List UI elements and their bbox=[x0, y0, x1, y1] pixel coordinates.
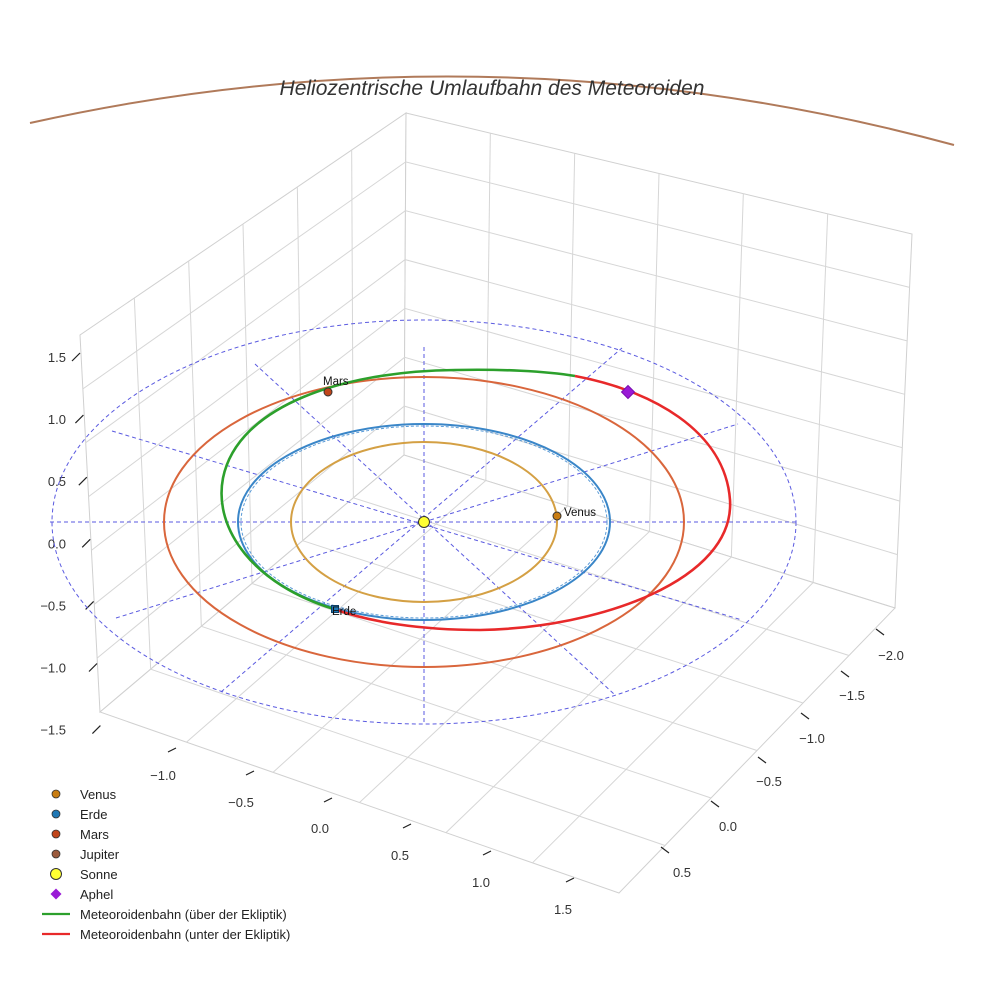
z-tick-label: −1.5 bbox=[40, 723, 66, 738]
legend-label: Jupiter bbox=[80, 847, 120, 862]
legend-marker-aphel bbox=[50, 888, 62, 900]
x-tick-label: −1.0 bbox=[150, 768, 176, 783]
y-tick-label: −1.5 bbox=[839, 688, 865, 703]
x-tick bbox=[245, 770, 255, 776]
grid-line bbox=[485, 133, 491, 481]
grid-line bbox=[85, 210, 908, 444]
orbit-jupiter bbox=[29, 75, 955, 146]
mars-label: Mars bbox=[323, 376, 349, 388]
axis-ticks: 1.5 1.0 0.5 0.0 −0.5 −1.0 −1.5 −1.0 −0.5 0.0 0.5 1.… bbox=[40, 350, 904, 917]
z-tick bbox=[85, 600, 95, 610]
grid-line bbox=[567, 153, 576, 507]
y-tick bbox=[875, 628, 885, 636]
z-tick-label: 1.5 bbox=[48, 350, 66, 365]
legend-label: Erde bbox=[80, 807, 107, 822]
z-tick bbox=[91, 725, 101, 735]
orbit-venus bbox=[290, 441, 558, 603]
z-tick-label: 1.0 bbox=[48, 412, 66, 427]
grid-line bbox=[242, 223, 253, 584]
grid-line bbox=[91, 307, 903, 551]
grid-line bbox=[82, 161, 910, 390]
y-tick bbox=[800, 712, 810, 720]
legend-marker-venus bbox=[51, 789, 61, 799]
z-tick bbox=[78, 476, 88, 486]
orbit-mars bbox=[163, 376, 685, 668]
erde-label: Erde bbox=[332, 606, 356, 618]
bodies: Venus Erde Mars bbox=[323, 376, 636, 618]
x-tick bbox=[167, 747, 177, 753]
chart-title: Heliozentrische Umlaufbahn des Meteoroid… bbox=[280, 77, 705, 100]
legend-marker-erde bbox=[51, 809, 61, 819]
z-tick bbox=[81, 538, 91, 548]
y-tick-label: −2.0 bbox=[878, 648, 904, 663]
legend: Venus Erde Mars Jupiter Sonne Aphel Meteoroide… bbox=[42, 787, 290, 942]
legend-label: Meteoroidenbahn (über der Ekliptik) bbox=[80, 907, 287, 922]
grid-line bbox=[188, 260, 202, 627]
grid-line bbox=[96, 405, 898, 659]
x-tick bbox=[482, 850, 492, 856]
z-tick bbox=[71, 352, 81, 362]
x-tick-label: 0.5 bbox=[391, 848, 409, 863]
venus-label: Venus bbox=[564, 507, 596, 519]
x-tick bbox=[402, 823, 412, 829]
legend-label: Mars bbox=[80, 827, 109, 842]
venus-marker bbox=[552, 511, 562, 521]
y-tick-label: −1.0 bbox=[799, 731, 825, 746]
orbit-erde bbox=[237, 423, 611, 621]
z-tick-label: −1.0 bbox=[40, 661, 66, 676]
legend-marker-sonne bbox=[50, 868, 62, 880]
legend-label: Venus bbox=[80, 787, 117, 802]
mars-marker bbox=[323, 387, 333, 397]
legend-marker-jupiter bbox=[51, 849, 61, 859]
erde-marker bbox=[331, 605, 339, 613]
y-tick bbox=[660, 846, 670, 854]
meteoroid-orbit-above bbox=[220, 368, 576, 611]
x-tick bbox=[565, 877, 575, 883]
x-tick-label: 1.0 bbox=[472, 875, 490, 890]
legend-label: Meteoroidenbahn (unter der Ekliptik) bbox=[80, 927, 290, 942]
grid-line bbox=[812, 213, 829, 583]
x-tick-label: −0.5 bbox=[228, 795, 254, 810]
legend-marker-mars bbox=[51, 829, 61, 839]
y-tick bbox=[710, 800, 720, 808]
z-tick bbox=[74, 414, 84, 424]
aphel-marker bbox=[620, 384, 636, 400]
y-tick bbox=[840, 670, 850, 678]
legend-label: Sonne bbox=[80, 867, 118, 882]
grid-line bbox=[730, 193, 744, 558]
grid-line bbox=[353, 497, 850, 656]
grid-line bbox=[649, 173, 660, 532]
sun-marker bbox=[418, 516, 430, 528]
earth-orbit-inclined bbox=[240, 425, 608, 619]
legend-label: Aphel bbox=[80, 887, 113, 902]
y-tick-label: 0.5 bbox=[673, 865, 691, 880]
x-tick-label: 1.5 bbox=[554, 902, 572, 917]
x-tick bbox=[323, 797, 333, 803]
z-tick bbox=[88, 663, 98, 672]
axis-panes bbox=[79, 112, 913, 894]
z-tick-label: 0.5 bbox=[48, 474, 66, 489]
grid-line bbox=[296, 186, 304, 541]
y-tick-label: −0.5 bbox=[756, 774, 782, 789]
grid-line bbox=[88, 259, 905, 498]
orbits bbox=[29, 75, 955, 725]
y-tick-label: 0.0 bbox=[719, 819, 737, 834]
z-tick-label: −0.5 bbox=[40, 598, 66, 613]
ecliptic-grid-spoke bbox=[111, 430, 743, 621]
x-tick-label: 0.0 bbox=[311, 821, 329, 836]
grid-line bbox=[133, 297, 152, 670]
meteoroid-orbit-below bbox=[333, 374, 732, 632]
z-tick-label: 0.0 bbox=[48, 536, 66, 551]
y-tick bbox=[757, 756, 767, 764]
ecliptic-grid-spoke bbox=[254, 363, 615, 695]
